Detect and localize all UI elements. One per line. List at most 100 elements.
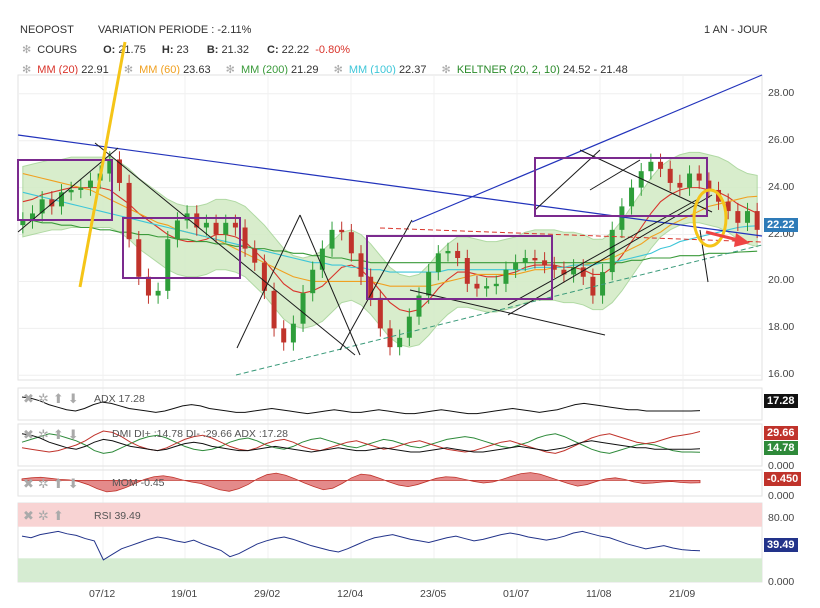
close-icon[interactable]: ✖	[23, 476, 38, 491]
candle-body	[503, 269, 509, 284]
gear-icon[interactable]: ✲	[37, 391, 53, 406]
rsi-80-tick: 80.00	[768, 512, 795, 524]
sub-panel-frame	[17, 423, 763, 467]
y-tick-label: 24.00	[768, 180, 795, 193]
mm100-label[interactable]: MM (100)	[348, 64, 396, 76]
candle-body	[203, 222, 209, 228]
consolidation-box	[17, 159, 113, 221]
close-icon[interactable]: ✖	[23, 391, 38, 406]
candle-body	[339, 229, 345, 233]
period-selector[interactable]: 1 AN - JOUR	[704, 24, 768, 36]
move-up-icon[interactable]: ⬆	[52, 476, 68, 491]
candle-body	[426, 272, 432, 296]
mm60-value: 23.63	[183, 64, 211, 76]
mm200-label[interactable]: MM (200)	[240, 64, 288, 76]
candle-body	[145, 276, 151, 296]
gear-icon[interactable]: ✲	[37, 427, 53, 442]
rsi-zero-tick: 0.000	[768, 576, 795, 588]
candle-body	[213, 222, 219, 235]
consolidation-box	[534, 157, 708, 217]
adx-value: 17.28	[118, 393, 145, 405]
candle-body	[165, 239, 171, 291]
rsi-badge: 39.49	[764, 538, 798, 552]
candle-body	[571, 267, 577, 275]
candle-body	[513, 262, 519, 270]
candle-body	[368, 276, 374, 298]
candle-body	[329, 229, 335, 249]
gear-icon[interactable]: ✻	[333, 64, 343, 76]
move-down-icon[interactable]: ⬇	[67, 391, 83, 406]
trend-line	[339, 219, 413, 351]
mom-title: MOM -0.45	[112, 477, 165, 489]
move-up-icon[interactable]: ⬆	[52, 508, 68, 523]
move-up-icon[interactable]: ⬆	[52, 391, 68, 406]
rsi-tools[interactable]: ✖✲⬆	[23, 508, 68, 524]
gear-icon[interactable]: ✲	[37, 508, 53, 523]
dmi-zero-tick: 0.000	[768, 460, 795, 472]
candle-body	[696, 173, 702, 181]
ticker-label: NEOPOST	[20, 24, 74, 36]
mm200-value: 21.29	[291, 64, 319, 76]
candle-body	[58, 192, 64, 207]
gear-icon[interactable]: ✻	[22, 64, 32, 76]
candle-body	[242, 227, 248, 249]
gear-icon[interactable]: ✻	[225, 64, 235, 76]
candle-body	[126, 182, 132, 240]
candle-body	[261, 262, 267, 291]
candle-body	[39, 199, 45, 214]
candle-body	[281, 328, 287, 343]
sub-panels	[17, 387, 763, 583]
mm100-value: 22.37	[398, 64, 427, 76]
bid-value: 21.32	[221, 44, 249, 56]
dmi-tools[interactable]: ✖✲⬆⬇	[23, 427, 83, 443]
change-value: -0.80%	[315, 44, 351, 56]
x-tick-label: 21/09	[669, 588, 696, 600]
candle-body	[435, 253, 441, 273]
candle-body	[416, 295, 422, 317]
mom-value: -0.45	[140, 477, 165, 489]
candle-body	[522, 258, 528, 263]
candle-body	[78, 187, 84, 190]
gear-icon[interactable]: ✻	[123, 64, 134, 76]
candle-body	[638, 171, 644, 188]
rsi-value: 39.49	[114, 510, 141, 522]
candle-body	[68, 189, 74, 193]
x-tick-label: 23/05	[420, 588, 447, 600]
adx-title: ADX 17.28	[94, 393, 145, 405]
keltner-value: 24.52 - 21.48	[562, 64, 628, 76]
candle-body	[484, 286, 490, 289]
candle-body	[155, 290, 161, 296]
mm20-label[interactable]: MM (20)	[37, 64, 79, 76]
dmi-title: DMI DI+ :14.78 DI- :29.66 ADX :17.28	[112, 428, 288, 440]
series-line-rsi	[21, 530, 701, 561]
sub-panel-frame	[17, 469, 763, 497]
mm60-label[interactable]: MM (60)	[139, 64, 181, 76]
mom-label: MOM	[112, 477, 138, 489]
close-icon[interactable]: ✖	[23, 427, 38, 442]
candle-body	[271, 290, 277, 329]
gear-icon[interactable]: ✻	[441, 64, 451, 76]
gear-icon[interactable]: ✲	[37, 476, 53, 491]
close-icon[interactable]: ✖	[23, 508, 38, 523]
adx-badge: 17.28	[764, 394, 798, 408]
sub-panel-frame	[17, 387, 763, 421]
move-down-icon[interactable]: ⬇	[67, 476, 83, 491]
candle-body	[551, 265, 557, 270]
move-down-icon[interactable]: ⬇	[67, 427, 83, 442]
di-plus-label: DI+ :	[134, 428, 157, 440]
candle-body	[658, 161, 664, 169]
move-up-icon[interactable]: ⬆	[52, 427, 68, 442]
series-line-di	[21, 433, 701, 454]
keltner-channel	[22, 151, 758, 348]
mom-tools[interactable]: ✖✲⬆⬇	[23, 476, 83, 492]
gear-icon[interactable]: ✻	[22, 44, 32, 56]
keltner-label[interactable]: KELTNER (20, 2, 10)	[456, 64, 560, 76]
keltner-band	[22, 151, 758, 348]
x-tick-label: 12/04	[337, 588, 364, 600]
adx-tools[interactable]: ✖✲⬆⬇	[23, 391, 83, 407]
di-minus-value: 29.66	[205, 428, 232, 440]
y-tick-label: 20.00	[768, 274, 795, 287]
candle-body	[136, 239, 142, 277]
ma-line-100	[22, 191, 758, 273]
x-tick-label: 07/12	[89, 588, 116, 600]
